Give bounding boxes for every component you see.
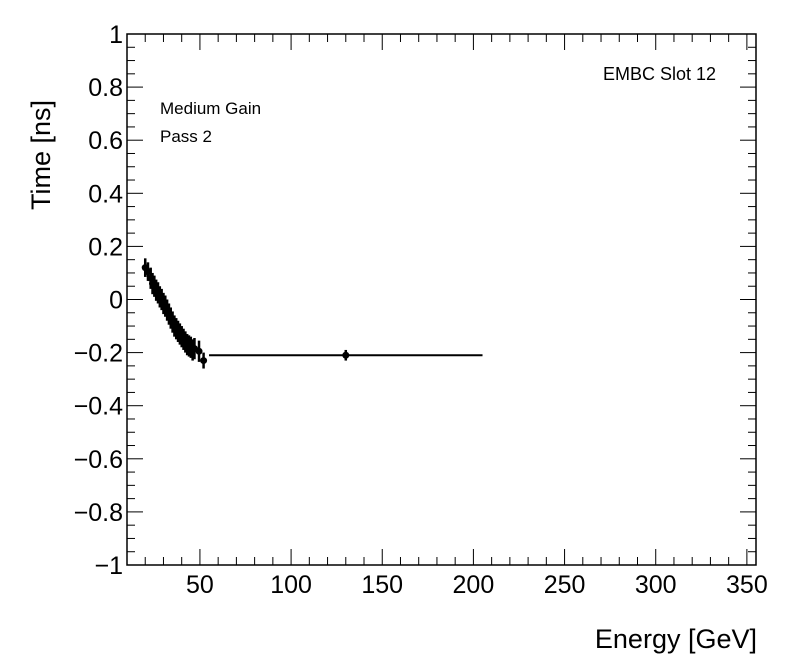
y-tick-label: 1 <box>109 21 123 49</box>
y-tick-label: 0 <box>109 287 123 315</box>
y-tick-label: 0.4 <box>88 180 123 208</box>
axis-ticks <box>126 33 756 566</box>
x-tick-label: 50 <box>186 571 214 599</box>
data-point <box>200 357 208 365</box>
x-tick-label: 350 <box>726 571 768 599</box>
y-tick-label: −0.8 <box>74 499 123 527</box>
x-axis-title: Energy [GeV] <box>595 624 757 654</box>
y-axis-title: Time [ns] <box>26 100 56 210</box>
y-tick-label: 0.2 <box>88 233 123 261</box>
data-point <box>342 351 350 359</box>
y-tick-label: 0.8 <box>88 74 123 102</box>
y-tick-label: −1 <box>94 552 123 580</box>
y-tick-label: −0.4 <box>74 393 123 421</box>
pass-label: Pass 2 <box>160 127 212 146</box>
y-tick-label: −0.6 <box>74 446 123 474</box>
x-tick-label: 300 <box>635 571 677 599</box>
slot-label: EMBC Slot 12 <box>603 64 716 84</box>
data-point <box>195 347 203 355</box>
x-tick-label: 100 <box>270 571 312 599</box>
x-tick-label: 250 <box>544 571 586 599</box>
gain-label: Medium Gain <box>160 99 261 118</box>
data-markers <box>141 258 483 369</box>
y-tick-label: 0.6 <box>88 127 123 155</box>
axis-tick-labels: 50 100 150 200 250 300 350 1 0.8 0.6 0.4 0.2 0 −0.2 −0… <box>74 21 768 599</box>
y-tick-label: −0.2 <box>74 340 123 368</box>
x-tick-label: 150 <box>361 571 403 599</box>
x-tick-label: 200 <box>453 571 495 599</box>
